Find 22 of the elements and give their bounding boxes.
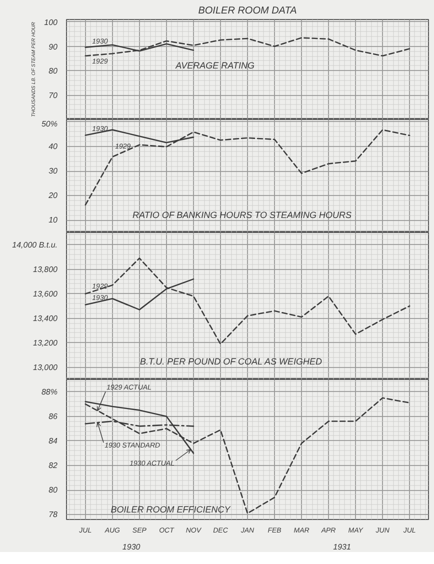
y-tick-label: 84 xyxy=(48,436,58,446)
y-tick-label: 13,600 xyxy=(33,289,58,298)
y-tick-label: 80 xyxy=(48,486,58,495)
text: BOILER ROOM EFFICIENCY xyxy=(110,504,232,515)
y-tick-label: 13,800 xyxy=(33,264,58,274)
text: B.T.U. PER POUND OF COAL AS WEIGHED xyxy=(140,356,322,366)
y-tick-label: 86 xyxy=(48,412,58,421)
text: RATIO OF BANKING HOURS TO STEAMING HOURS xyxy=(132,210,352,220)
y-tick-label: 40 xyxy=(48,142,58,152)
y-tick-label: 82 xyxy=(48,460,58,470)
y-tick-label: 50% xyxy=(41,120,58,128)
y-tick-label: 88% xyxy=(41,387,58,396)
y-tick-label: 14,000 B.t.u. xyxy=(12,240,58,250)
text: 1931 xyxy=(333,542,351,552)
y-tick-label: 30 xyxy=(48,166,58,176)
y-tick-label: 10 xyxy=(48,216,58,225)
y-tick-label: 13,400 xyxy=(33,314,58,323)
text: 1930 xyxy=(122,542,141,552)
y-tick-label: 13,000 xyxy=(33,362,58,372)
y-tick-label: 13,200 xyxy=(33,338,58,348)
y-tick-label: 78 xyxy=(48,510,58,520)
y-tick-label: 20 xyxy=(48,191,58,200)
